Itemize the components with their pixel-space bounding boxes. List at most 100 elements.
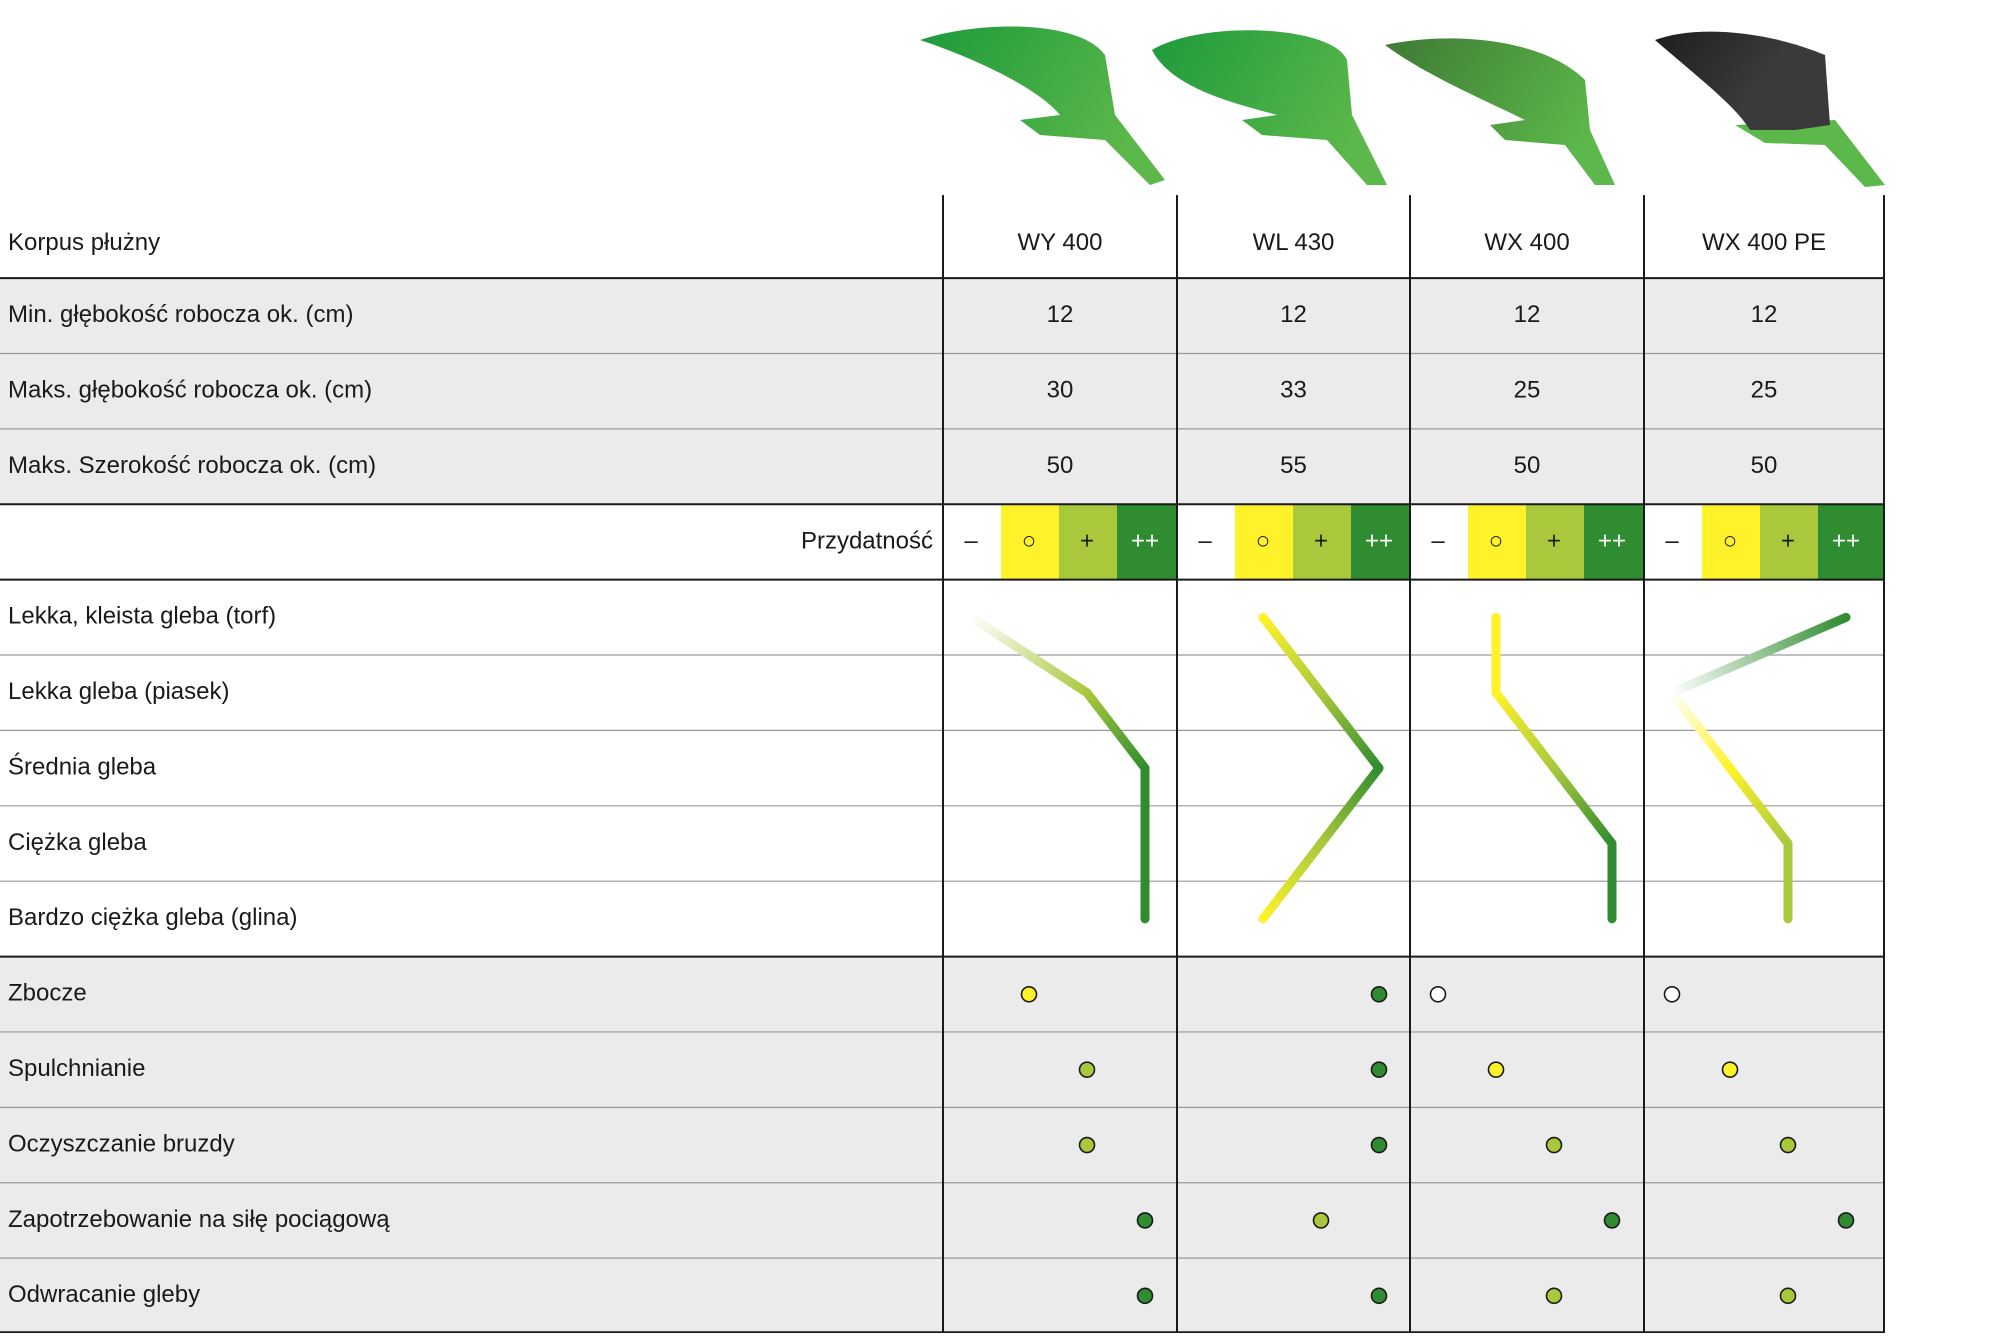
scale-level: – xyxy=(1198,527,1212,554)
scale-level: – xyxy=(1665,527,1679,554)
row-label: Min. głębokość robocza ok. (cm) xyxy=(8,301,353,328)
suitability-curve xyxy=(1316,763,1384,848)
row-label: Maks. głębokość robocza ok. (cm) xyxy=(8,377,372,404)
plough-images xyxy=(920,26,1885,187)
suitability-curve xyxy=(1549,763,1617,848)
model-name: WX 400 PE xyxy=(1702,229,1826,256)
suitability-curve xyxy=(1258,838,1326,924)
rating-dot xyxy=(1370,985,1388,1003)
scale-level: + xyxy=(1314,527,1328,554)
rating-dot xyxy=(1721,1061,1739,1078)
row-label: Lekka, kleista gleba (torf) xyxy=(8,603,276,630)
scale-cell xyxy=(1235,504,1293,580)
row-label: Maks. Szerokość robocza ok. (cm) xyxy=(8,452,376,479)
scale-cell xyxy=(1410,504,1468,580)
row-label: Zapotrzebowanie na siłę pociągową xyxy=(8,1206,390,1233)
plough-image xyxy=(1655,31,1885,187)
scale-level: ++ xyxy=(1598,527,1626,554)
suitability-curve xyxy=(1316,688,1384,773)
rating-dot xyxy=(1779,1136,1797,1154)
row-label: Średnia gleba xyxy=(8,752,157,780)
scale-cell xyxy=(1059,504,1117,580)
rating-dot xyxy=(1312,1212,1330,1229)
row-label: Bardzo ciężka gleba (glina) xyxy=(8,904,298,931)
scale-cell xyxy=(1351,504,1410,580)
cell-value: 12 xyxy=(1514,301,1541,328)
scale-level: + xyxy=(1080,527,1094,554)
rating-dot xyxy=(1545,1136,1563,1154)
cell-value: 50 xyxy=(1751,452,1778,479)
rating-dot xyxy=(1779,1287,1797,1305)
scale-level: + xyxy=(1781,527,1795,554)
rating-dot xyxy=(1370,1136,1388,1154)
cell-value: 12 xyxy=(1751,301,1778,328)
suitability-curve xyxy=(1725,763,1793,848)
scale-level: ++ xyxy=(1131,527,1159,554)
rating-dot xyxy=(1370,1061,1388,1078)
model-name: WY 400 xyxy=(1018,229,1103,256)
scale-label: Przydatność xyxy=(801,527,933,554)
scale-cell xyxy=(1818,504,1884,580)
row-label: Lekka gleba (piasek) xyxy=(8,678,229,705)
scale-level: ++ xyxy=(1365,527,1393,554)
cell-value: 30 xyxy=(1047,377,1074,404)
scale-cell xyxy=(1702,504,1760,580)
cell-value: 55 xyxy=(1280,452,1307,479)
model-name: WL 430 xyxy=(1253,229,1335,256)
plough-image xyxy=(1385,38,1615,185)
cell-value: 25 xyxy=(1751,377,1778,404)
rating-dot xyxy=(1545,1287,1563,1305)
rating-dot xyxy=(1429,985,1447,1003)
suitability-curve xyxy=(1491,688,1559,773)
cell-value: 12 xyxy=(1280,301,1307,328)
scale-cell xyxy=(1644,504,1702,580)
cell-value: 50 xyxy=(1514,452,1541,479)
table: Korpus płużny WY 400 WL 430 WX 400 WX 400 PE… xyxy=(0,195,1885,1334)
corner-label: Korpus płużny xyxy=(8,229,160,256)
row-label: Zbocze xyxy=(8,980,87,1007)
rating-dot xyxy=(1370,1287,1388,1305)
suitability-curve xyxy=(1082,688,1150,773)
row-label: Spulchnianie xyxy=(8,1055,145,1082)
cell-value: 12 xyxy=(1047,301,1074,328)
scale-level: – xyxy=(964,527,978,554)
rating-dot xyxy=(1078,1136,1096,1154)
suitability-curve xyxy=(966,612,1092,698)
row-label: Ciężka gleba xyxy=(8,829,147,856)
scale-cell xyxy=(943,504,1001,580)
rating-dot xyxy=(1487,1061,1505,1078)
scale-cell xyxy=(1526,504,1584,580)
scale-cell xyxy=(1760,504,1818,580)
rating-dot xyxy=(1078,1061,1096,1078)
scale-cell xyxy=(1177,504,1235,580)
scale-cell xyxy=(1293,504,1351,580)
scale-cell xyxy=(1468,504,1526,580)
plough-image xyxy=(1152,30,1387,185)
rating-dot xyxy=(1837,1212,1855,1229)
suitability-curve xyxy=(1258,612,1326,698)
scale-cell xyxy=(1001,504,1059,580)
scale-level: – xyxy=(1431,527,1445,554)
rating-dot xyxy=(1663,985,1681,1003)
rating-dot xyxy=(1603,1212,1621,1229)
row-label: Oczyszczanie bruzdy xyxy=(8,1130,235,1157)
scale-level: ++ xyxy=(1832,527,1860,554)
suitability-curve xyxy=(1667,688,1735,773)
scale-cell xyxy=(1117,504,1177,580)
cell-value: 33 xyxy=(1280,377,1307,404)
rating-dot xyxy=(1020,985,1038,1003)
cell-value: 25 xyxy=(1514,377,1541,404)
scale-level: ○ xyxy=(1489,527,1504,554)
cell-value: 50 xyxy=(1047,452,1074,479)
scale-cell xyxy=(1584,504,1644,580)
scale-level: + xyxy=(1547,527,1561,554)
rating-dot xyxy=(1136,1287,1154,1305)
plough-image xyxy=(920,26,1165,185)
model-name: WX 400 xyxy=(1484,229,1569,256)
row-label: Odwracanie gleby xyxy=(8,1281,200,1308)
scale-level: ○ xyxy=(1022,527,1037,554)
rating-dot xyxy=(1136,1212,1154,1229)
suitability-curve xyxy=(1667,612,1851,698)
